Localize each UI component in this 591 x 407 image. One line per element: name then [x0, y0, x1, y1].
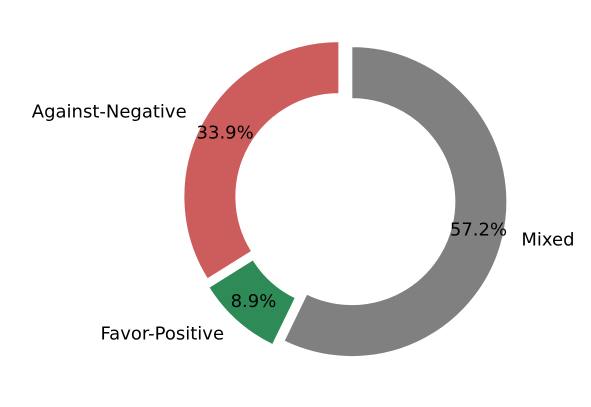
category-labels: Mixed Favor-Positive Against-Negative — [32, 101, 575, 344]
category-label-favor-positive: Favor-Positive — [100, 324, 224, 345]
category-label-against-negative: Against-Negative — [32, 101, 187, 122]
category-label-mixed: Mixed — [521, 230, 574, 251]
slice-mixed — [283, 46, 508, 358]
slice-favor-positive — [208, 259, 296, 346]
percent-labels: 57.2% 8.9% 33.9% — [197, 123, 508, 312]
donut-slices — [183, 41, 508, 358]
pct-label-against-negative: 33.9% — [197, 123, 254, 144]
pct-label-mixed: 57.2% — [450, 220, 507, 241]
slice-against-negative — [183, 41, 340, 280]
pct-label-favor-positive: 8.9% — [231, 291, 277, 312]
